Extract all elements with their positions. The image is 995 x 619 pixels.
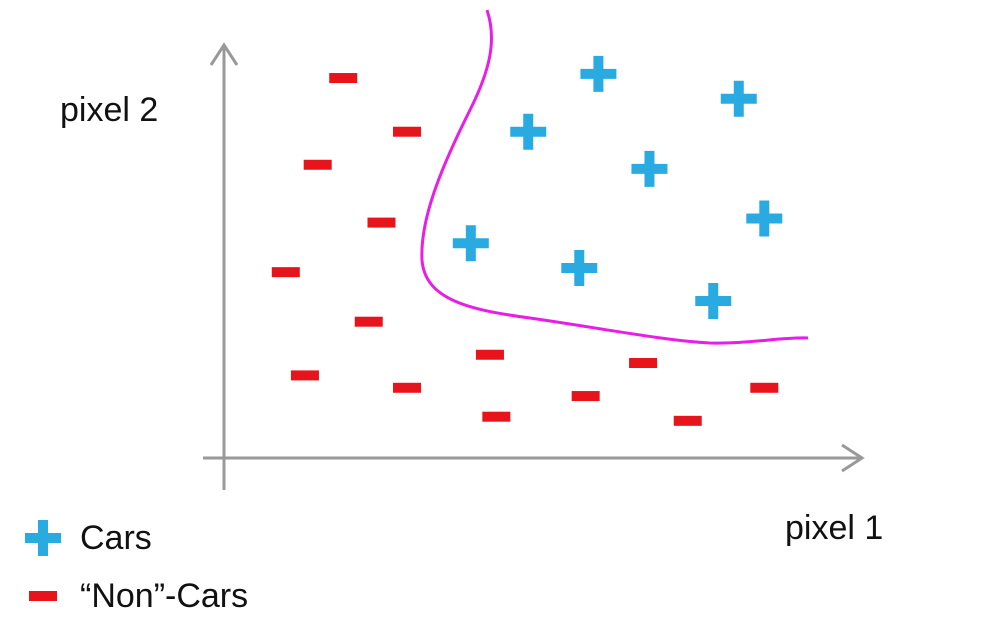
decision-boundary — [420, 9, 809, 345]
non-car-point — [571, 391, 600, 402]
x-axis-label: pixel 1 — [785, 509, 883, 547]
non-car-point — [354, 316, 383, 327]
non-car-point — [271, 267, 300, 278]
car-point — [631, 150, 668, 187]
car-point — [720, 80, 757, 117]
car-point — [561, 250, 598, 287]
car-point — [695, 283, 732, 320]
y-axis-label: pixel 2 — [60, 91, 158, 129]
non-car-point — [290, 370, 319, 381]
x-axis-arrow — [841, 443, 865, 473]
non-car-point — [303, 159, 332, 170]
y-axis-arrow — [209, 42, 239, 66]
car-point — [580, 55, 617, 92]
non-car-point — [482, 411, 511, 422]
non-car-point — [393, 382, 422, 393]
legend-marker — [29, 591, 57, 601]
legend-label: “Non”-Cars — [80, 577, 248, 615]
car-point — [746, 200, 783, 237]
non-car-point — [475, 349, 504, 360]
non-car-point — [329, 73, 358, 84]
legend-marker — [25, 520, 61, 556]
non-car-point — [367, 217, 396, 228]
car-point — [452, 225, 489, 262]
axes — [203, 42, 865, 490]
non-car-point — [750, 382, 779, 393]
non-car-point — [393, 126, 422, 137]
car-point — [510, 113, 547, 150]
non-car-point — [673, 415, 702, 426]
non-car-point — [629, 358, 658, 369]
legend-label: Cars — [80, 519, 152, 557]
